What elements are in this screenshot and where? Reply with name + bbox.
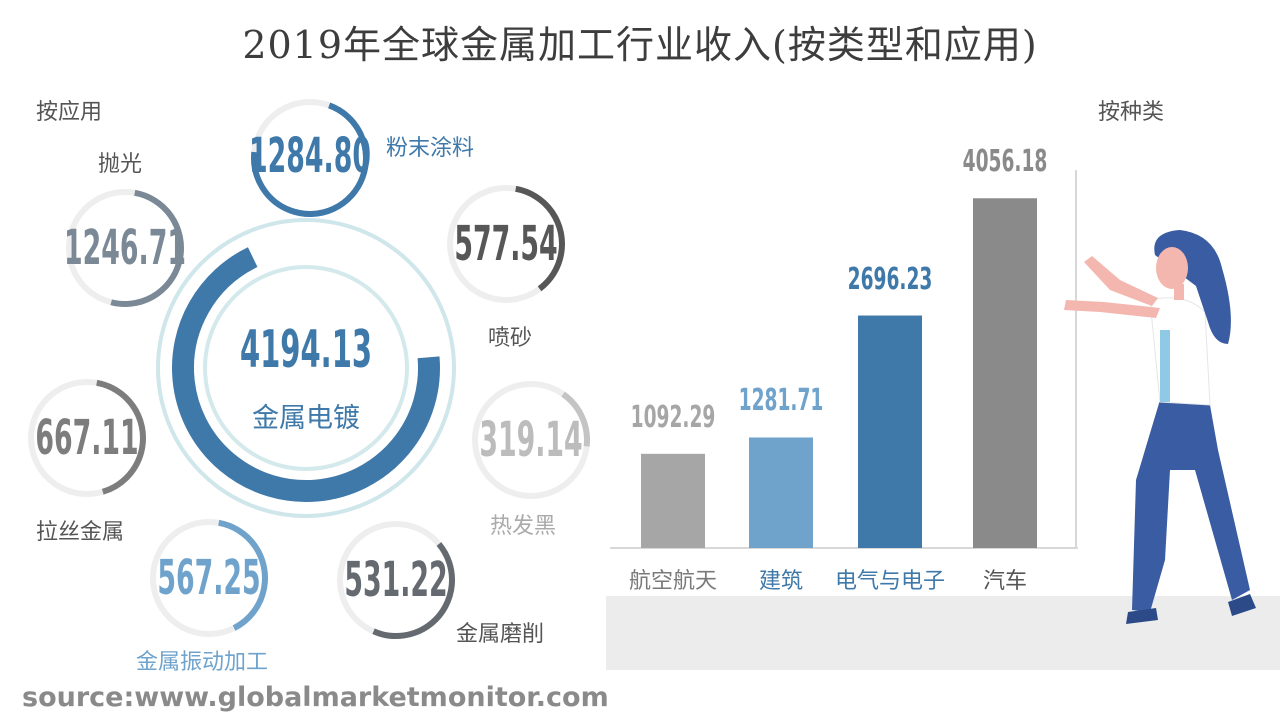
blast-label: 喷砂 xyxy=(488,326,533,351)
center-value: 4194.13 xyxy=(239,320,373,380)
blacken-value: 319.14 xyxy=(479,412,583,468)
bar-category-label-1: 建筑 xyxy=(758,569,804,594)
chart-title: 2019年全球金属加工行业收入(按类型和应用) xyxy=(242,23,1038,67)
woman-illustration xyxy=(1064,230,1256,624)
grind-label: 金属磨削 xyxy=(456,622,545,647)
center-ring-arc xyxy=(172,234,440,502)
polish-bubble xyxy=(66,189,184,307)
grind-bubble xyxy=(337,521,455,639)
woman-lower-arm xyxy=(1064,300,1160,318)
bar-value-label-0: 1092.29 xyxy=(630,399,716,435)
bar-category-label-2: 电气与电子 xyxy=(834,569,946,594)
woman-face xyxy=(1156,247,1188,289)
blast-value: 577.54 xyxy=(454,216,558,272)
source-note: source:www.globalmarketmonitor.com xyxy=(22,682,609,713)
bar-2 xyxy=(858,315,922,548)
woman-left-shoe xyxy=(1126,608,1158,624)
bar-value-label-1: 1281.71 xyxy=(738,383,824,419)
bar-0 xyxy=(641,453,705,548)
woman-shirt xyxy=(1149,297,1211,406)
brushed-value: 667.11 xyxy=(35,410,139,466)
application-heading: 按应用 xyxy=(36,100,103,125)
type-heading: 按种类 xyxy=(1098,100,1165,125)
brushed-ring-arc xyxy=(28,379,146,497)
vibration-ring-arc xyxy=(150,519,268,637)
polish-value: 1246.71 xyxy=(64,220,186,276)
center-outer-halo xyxy=(156,218,456,518)
vibration-value: 567.25 xyxy=(157,550,261,606)
brushed-bubble xyxy=(28,379,146,497)
bar-value-label-2: 2696.23 xyxy=(847,261,933,297)
blacken-ring-arc xyxy=(472,380,590,499)
center-inner-circle xyxy=(203,265,409,471)
bar-category-label-0: 航空航天 xyxy=(628,569,718,594)
woman-right-shoe xyxy=(1228,594,1256,616)
center-label: 金属电镀 xyxy=(252,403,360,434)
blacken-label: 热发黑 xyxy=(490,514,557,539)
woman-trousers xyxy=(1132,400,1250,612)
polish-label: 抛光 xyxy=(98,152,143,177)
woman-apron-strap xyxy=(1160,330,1170,402)
powder-value: 1284.80 xyxy=(249,128,371,184)
bar-value-label-3: 4056.18 xyxy=(962,144,1048,180)
grind-ring-arc xyxy=(337,521,455,639)
blacken-bubble xyxy=(472,380,590,499)
grind-value: 531.22 xyxy=(344,552,448,608)
bar-category-label-3: 汽车 xyxy=(982,569,1028,594)
brushed-label: 拉丝金属 xyxy=(36,520,125,545)
powder-label: 粉末涂料 xyxy=(386,136,475,161)
bar-series xyxy=(641,198,1037,548)
floor-panel xyxy=(606,596,1280,670)
polish-ring-arc xyxy=(66,189,184,307)
powder-ring-arc xyxy=(251,99,369,217)
woman-neck xyxy=(1174,284,1184,300)
vibration-label: 金属振动加工 xyxy=(136,650,269,675)
vibration-bubble xyxy=(150,519,268,637)
woman-upper-arm xyxy=(1084,256,1158,306)
blast-ring-arc xyxy=(447,185,565,304)
blast-bubble xyxy=(447,185,565,304)
powder-bubble xyxy=(251,99,369,217)
center-bubble xyxy=(156,218,456,518)
bar-1 xyxy=(749,437,813,548)
bar-3 xyxy=(973,198,1037,548)
